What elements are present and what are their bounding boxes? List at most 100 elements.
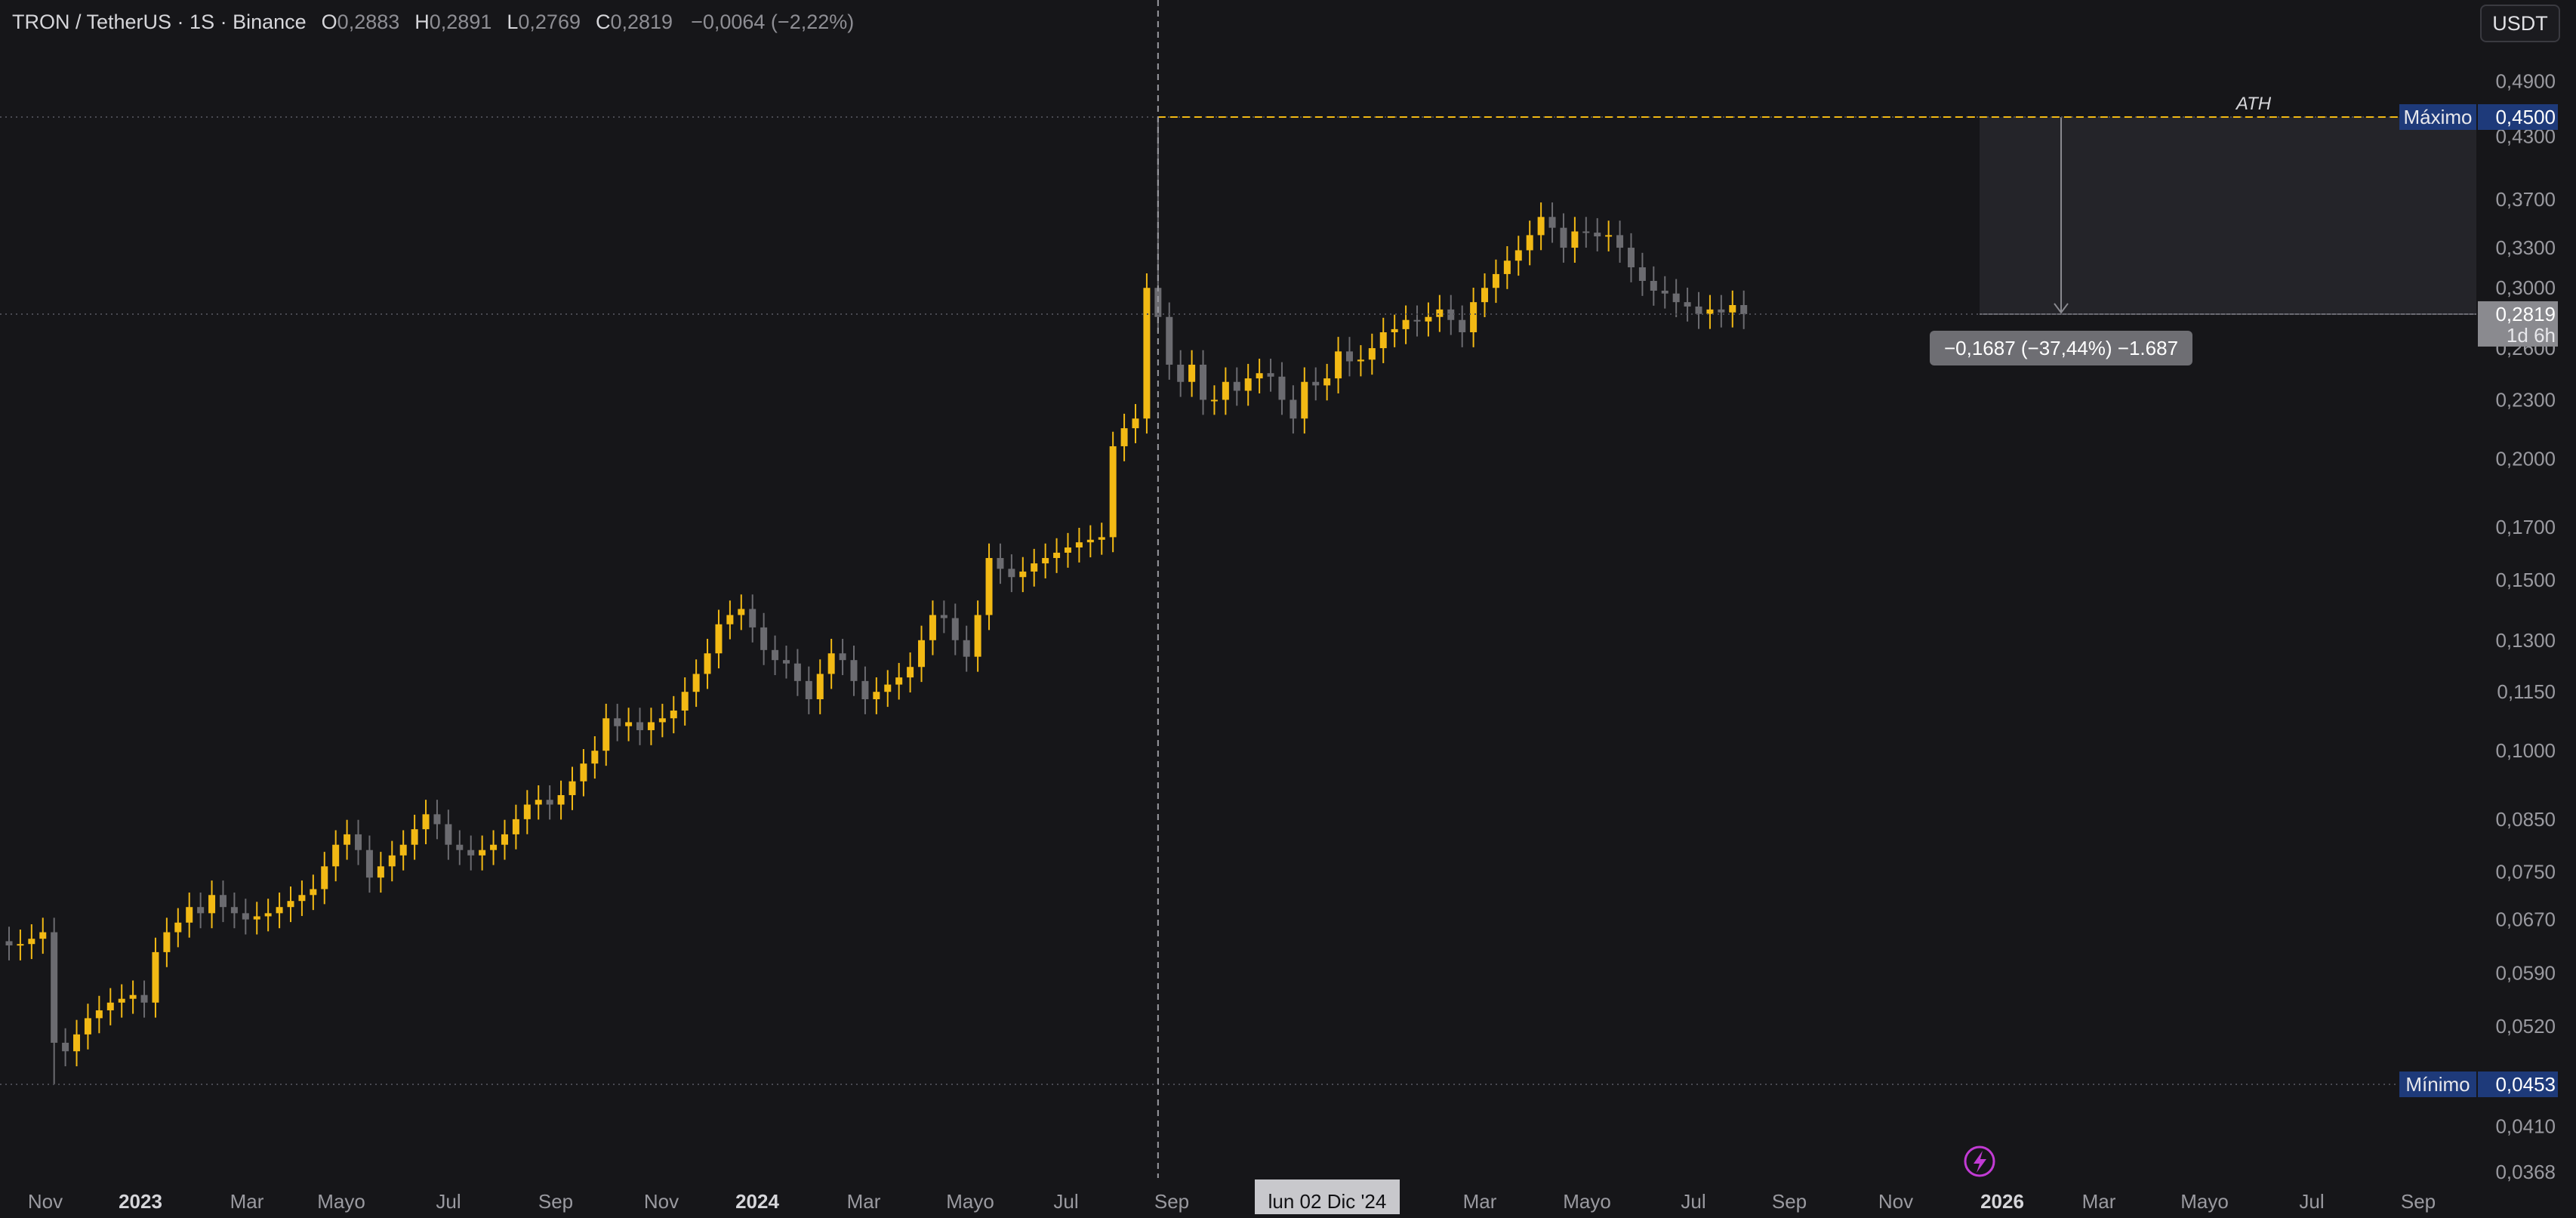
- candle-body: [749, 609, 756, 628]
- candle-body: [1729, 305, 1736, 313]
- flash-icon[interactable]: [1964, 1146, 1995, 1177]
- time-tick-label: Nov: [644, 1190, 679, 1213]
- candle: [1064, 532, 1071, 568]
- candle-body: [793, 663, 801, 681]
- candle-body: [1695, 306, 1702, 314]
- candle: [118, 984, 125, 1018]
- candle: [422, 800, 430, 845]
- candle: [276, 893, 283, 929]
- low-value: 0,2769: [518, 10, 581, 33]
- candle-body: [1706, 309, 1714, 314]
- price-tick-label: 0,1700: [2495, 516, 2556, 538]
- candle: [1368, 333, 1376, 375]
- candle: [1267, 359, 1274, 392]
- candle-body: [1031, 563, 1038, 572]
- candle: [1718, 294, 1725, 328]
- flash-icon-ring: [1964, 1146, 1995, 1177]
- candle: [1650, 266, 1657, 306]
- candle: [490, 830, 498, 865]
- candle-body: [1312, 381, 1320, 386]
- candle-body: [1605, 235, 1613, 237]
- candle: [467, 835, 475, 871]
- candle: [445, 809, 452, 860]
- candle-body: [760, 627, 768, 650]
- candle: [805, 666, 812, 714]
- time-tick-label: Jul: [2299, 1190, 2324, 1213]
- candle: [433, 800, 441, 840]
- candle: [174, 908, 182, 948]
- max-price-tag-label: Máximo: [2403, 106, 2472, 128]
- crosshair-date-tag: lun 02 Dic '24: [1255, 1179, 1400, 1214]
- candle-body: [377, 866, 384, 878]
- candle: [1526, 220, 1533, 266]
- last-price-tag-countdown: 1d 6h: [2507, 324, 2556, 347]
- candle-body: [963, 640, 970, 657]
- candle-body: [1492, 273, 1499, 288]
- candle: [197, 893, 205, 929]
- candle-body: [918, 640, 926, 668]
- candle: [1244, 363, 1252, 406]
- candle: [140, 980, 148, 1018]
- candle-body: [106, 1002, 114, 1010]
- candle-body: [62, 1042, 69, 1052]
- candle: [95, 995, 103, 1034]
- candle: [591, 735, 599, 779]
- price-axis[interactable]: 0,49000,43000,37000,33000,30000,26000,23…: [2399, 69, 2558, 1183]
- time-tick-label: Nov: [28, 1190, 63, 1213]
- candle-body: [929, 615, 936, 640]
- candle: [219, 880, 226, 923]
- time-tick-label: Mar: [2082, 1190, 2116, 1213]
- measure-box[interactable]: −0,1687 (−37,44%) −1.687: [1930, 117, 2476, 365]
- candle: [985, 543, 993, 631]
- candle-body: [704, 653, 711, 674]
- price-tick-label: 0,0670: [2495, 908, 2556, 931]
- candle-body: [647, 722, 655, 730]
- candle-body: [1514, 250, 1522, 261]
- candle-body: [298, 895, 306, 902]
- candle: [1684, 287, 1691, 322]
- candle: [1571, 217, 1579, 263]
- price-tick-label: 0,0750: [2495, 861, 2556, 883]
- time-axis[interactable]: Nov 2023 Mar Mayo Jul Sep Nov 2024 Mar Mayo Jul Sep…: [28, 1146, 2436, 1214]
- candle: [816, 659, 824, 714]
- candle: [614, 704, 621, 742]
- candle: [1200, 350, 1207, 415]
- candle-body: [1594, 233, 1601, 237]
- candle: [670, 695, 677, 734]
- candle-body: [365, 850, 373, 878]
- candle-body: [1301, 381, 1308, 419]
- currency-unit-button[interactable]: USDT: [2480, 5, 2560, 42]
- candle: [884, 670, 892, 708]
- candle-body: [388, 855, 396, 867]
- candle: [1335, 337, 1342, 393]
- candle: [73, 1019, 81, 1067]
- max-price-tag: Máximo 0,4500: [2399, 104, 2558, 130]
- candle-body: [140, 994, 148, 1003]
- candle-body: [1447, 309, 1455, 320]
- price-tick-label: 0,1000: [2495, 739, 2556, 762]
- candle: [772, 635, 779, 676]
- ath-label: ATH: [2235, 94, 2272, 114]
- min-price-tag-value: 0,0453: [2495, 1073, 2556, 1096]
- candle: [106, 988, 114, 1025]
- candle-body: [321, 866, 328, 890]
- candle-body: [276, 907, 283, 914]
- candle-body: [1075, 542, 1083, 548]
- candle: [129, 980, 137, 1014]
- candle: [1278, 362, 1286, 415]
- candle: [1256, 359, 1263, 393]
- measure-label: −0,1687 (−37,44%) −1.687: [1930, 330, 2192, 365]
- max-price-tag-value-bg: [2478, 104, 2558, 130]
- price-tick-label: 0,0368: [2495, 1161, 2556, 1183]
- candle: [321, 852, 328, 905]
- candle: [1729, 290, 1736, 328]
- symbol-title[interactable]: TRON / TetherUS · 1S · Binance: [12, 10, 307, 33]
- time-tick-label: Mar: [847, 1190, 881, 1213]
- symbol-legend: TRON / TetherUS · 1S · Binance O 0,2883 H…: [12, 9, 854, 35]
- low-label: L: [507, 10, 519, 33]
- candle: [1413, 305, 1421, 337]
- candle: [1345, 337, 1353, 377]
- min-price-tag-label: Mínimo: [2405, 1073, 2470, 1096]
- candle: [479, 835, 486, 871]
